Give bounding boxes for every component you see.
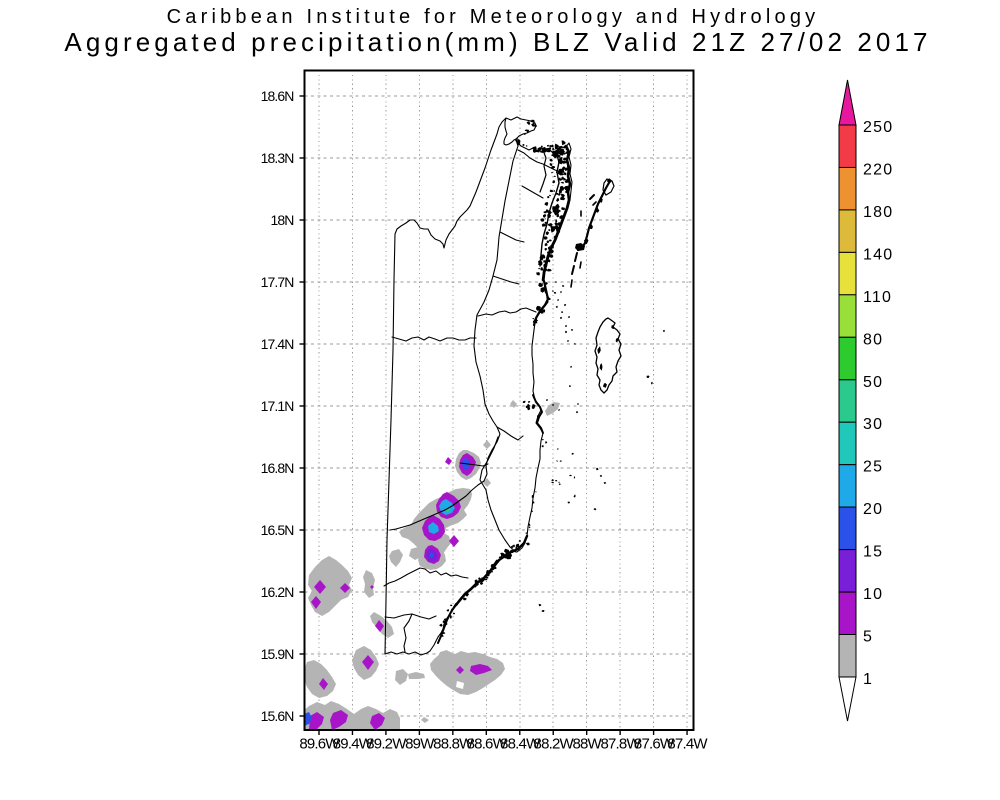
svg-text:88.4W: 88.4W	[500, 736, 541, 753]
svg-text:220: 220	[863, 162, 893, 179]
svg-text:30: 30	[863, 416, 883, 433]
svg-text:17.7N: 17.7N	[261, 274, 294, 290]
svg-text:Caribbean Institute for Meteor: Caribbean Institute for Meteorology and …	[167, 6, 820, 28]
svg-text:18N: 18N	[271, 212, 294, 228]
svg-text:89W: 89W	[405, 736, 435, 753]
svg-text:140: 140	[863, 246, 893, 263]
svg-text:10: 10	[863, 586, 883, 603]
svg-text:16.5N: 16.5N	[261, 522, 294, 538]
svg-text:80: 80	[863, 331, 883, 348]
svg-text:87.4W: 87.4W	[667, 736, 708, 753]
svg-text:88.6W: 88.6W	[467, 736, 508, 753]
svg-text:88W: 88W	[572, 736, 602, 753]
svg-text:89.6W: 89.6W	[299, 736, 340, 753]
svg-text:Aggregated precipitation(mm) B: Aggregated precipitation(mm) BLZ Valid 2…	[64, 27, 931, 57]
svg-text:89.4W: 89.4W	[333, 736, 374, 753]
svg-text:250: 250	[863, 119, 893, 136]
svg-text:18.6N: 18.6N	[261, 88, 294, 104]
svg-text:50: 50	[863, 374, 883, 391]
svg-text:18.3N: 18.3N	[261, 150, 294, 166]
svg-text:20: 20	[863, 501, 883, 518]
svg-text:15.9N: 15.9N	[261, 646, 294, 662]
svg-text:25: 25	[863, 459, 883, 476]
svg-text:16.8N: 16.8N	[261, 460, 294, 476]
svg-text:88.2W: 88.2W	[534, 736, 575, 753]
svg-text:16.2N: 16.2N	[261, 584, 294, 600]
svg-text:1: 1	[863, 671, 873, 688]
svg-text:110: 110	[863, 289, 892, 306]
svg-text:180: 180	[863, 204, 893, 221]
svg-text:15: 15	[863, 544, 883, 561]
svg-text:15.6N: 15.6N	[261, 708, 294, 724]
svg-text:88.8W: 88.8W	[433, 736, 474, 753]
svg-text:17.1N: 17.1N	[261, 398, 294, 414]
svg-text:17.4N: 17.4N	[261, 336, 294, 352]
svg-text:87.8W: 87.8W	[600, 736, 641, 753]
svg-text:89.2W: 89.2W	[366, 736, 407, 753]
svg-text:5: 5	[863, 629, 873, 646]
svg-text:87.6W: 87.6W	[634, 736, 675, 753]
